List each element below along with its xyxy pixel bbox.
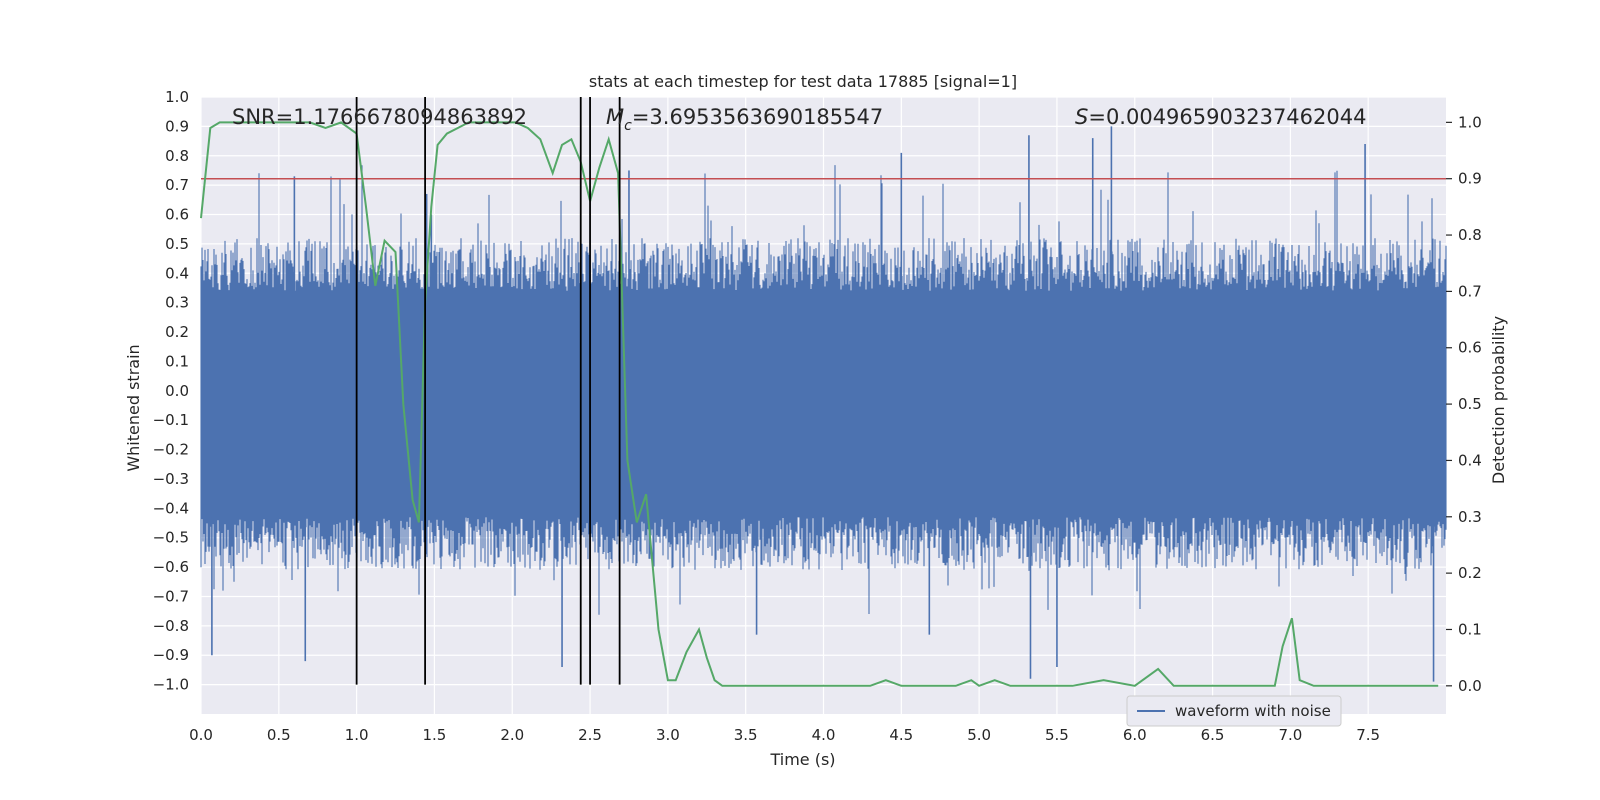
y-tick-label: 0.3 [165, 294, 189, 312]
x-tick-label: 5.5 [1045, 726, 1069, 744]
y-tick-label: −1.0 [153, 676, 189, 694]
y-tick-label: −0.6 [153, 558, 189, 576]
mc-value: =3.6953563690185547 [632, 105, 883, 129]
y2-tick-label: 0.8 [1458, 226, 1482, 244]
x-tick-label: 6.0 [1123, 726, 1147, 744]
y-tick-label: 1.0 [165, 88, 189, 106]
y2-tick-label: 0.1 [1458, 620, 1482, 638]
legend: waveform with noise [1126, 695, 1342, 727]
y2-tick-label: 1.0 [1458, 113, 1482, 131]
x-tick-label: 1.0 [345, 726, 369, 744]
y2-tick-label: 0.5 [1458, 395, 1482, 413]
x-axis-ticks: 0.0 0.5 1.0 1.5 2.0 2.5 3.0 3.5 4.0 4.5 5.0 5.5 6.0 6… [189, 726, 1380, 744]
y-tick-label: 0.9 [165, 117, 189, 135]
y-tick-label: 0.5 [165, 235, 189, 253]
y2-tick-label: 0.4 [1458, 451, 1482, 469]
waveform-series [200, 126, 1447, 682]
x-tick-label: 2.5 [578, 726, 602, 744]
x-tick-label: 0.0 [189, 726, 213, 744]
y-tick-label: −0.7 [153, 587, 189, 605]
probability-line [200, 121, 1439, 687]
x-tick-label: 4.0 [812, 726, 836, 744]
y-tick-label: −0.2 [153, 441, 189, 459]
x-tick-label: 3.5 [734, 726, 758, 744]
y-tick-label: −0.9 [153, 646, 189, 664]
y-tick-label: −0.1 [153, 411, 189, 429]
y-tick-label: −0.8 [153, 617, 189, 635]
y-tick-label: 0.8 [165, 147, 189, 165]
x-tick-label: 5.0 [967, 726, 991, 744]
x-tick-label: 7.0 [1278, 726, 1302, 744]
y2-tick-label: 0.3 [1458, 508, 1482, 526]
snr-annotation: SNR=1.1766678094863892 [232, 105, 527, 129]
y-axis-ticks: 1.0 0.9 0.8 0.7 0.6 0.5 0.4 0.3 0.2 0.1 0.0 −0.1 −0.… [153, 88, 189, 694]
y-tick-label: 0.1 [165, 352, 189, 370]
mc-subscript: c [624, 118, 632, 134]
x-tick-label: 7.5 [1356, 726, 1380, 744]
y-tick-label: 0.4 [165, 264, 189, 282]
y-tick-label: −0.5 [153, 529, 189, 547]
y2-tick-label: 0.7 [1458, 282, 1482, 300]
y2-axis-ticks: 1.0 0.9 0.8 0.7 0.6 0.5 0.4 0.3 0.2 0.1 0.0 [1446, 113, 1482, 695]
chirp-mass-annotation: Mc=3.6953563690185547 [606, 105, 883, 134]
y2-tick-label: 0.9 [1458, 170, 1482, 188]
vertical-markers [355, 97, 621, 685]
probability-series [200, 121, 1439, 687]
y2-tick-label: 0.6 [1458, 339, 1482, 357]
y-tick-label: 0.6 [165, 206, 189, 224]
x-tick-label: 1.5 [423, 726, 447, 744]
x-axis-label: Time (s) [769, 750, 835, 769]
y-axis-label: Whitened strain [124, 344, 143, 471]
y-tick-label: 0.0 [165, 382, 189, 400]
s-annotation: S=0.004965903237462044 [1075, 105, 1366, 129]
s-symbol: S [1075, 105, 1088, 129]
y2-axis-label: Detection probability [1489, 316, 1508, 484]
x-tick-label: 3.0 [656, 726, 680, 744]
y-tick-label: −0.3 [153, 470, 189, 488]
chart-title: stats at each timestep for test data 178… [589, 72, 1017, 91]
y-tick-label: −0.4 [153, 499, 189, 517]
y-tick-label: 0.7 [165, 176, 189, 194]
s-value: =0.004965903237462044 [1088, 105, 1366, 129]
x-tick-label: 6.5 [1201, 726, 1225, 744]
legend-entry: waveform with noise [1175, 702, 1331, 720]
y-tick-label: 0.2 [165, 323, 189, 341]
y2-tick-label: 0.2 [1458, 564, 1482, 582]
y2-tick-label: 0.0 [1458, 677, 1482, 695]
x-tick-label: 4.5 [889, 726, 913, 744]
x-tick-label: 2.0 [500, 726, 524, 744]
x-tick-label: 0.5 [267, 726, 291, 744]
legend-box [1126, 695, 1342, 727]
mc-symbol: M [606, 105, 624, 129]
